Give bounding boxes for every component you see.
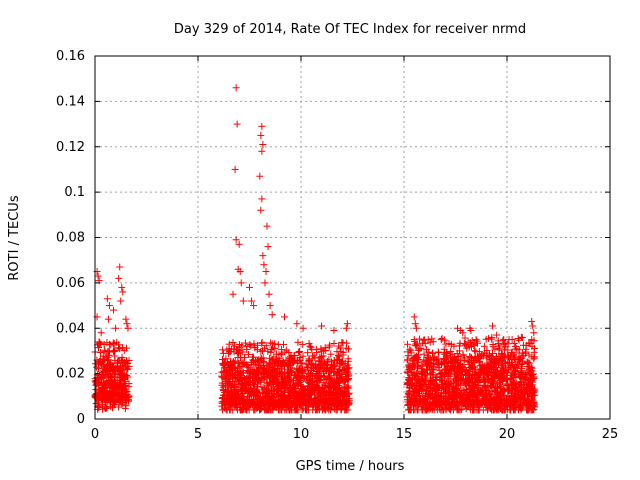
data-point (218, 355, 226, 363)
data-point (106, 378, 114, 386)
y-axis-label: ROTI / TECUs (7, 195, 22, 280)
y-tick-label: 0.04 (56, 321, 85, 336)
y-tick-label: 0.14 (56, 94, 85, 109)
data-point (257, 347, 265, 355)
data-point (110, 339, 118, 347)
y-tick-label: 0.1 (64, 185, 85, 200)
data-point (325, 356, 333, 364)
data-point (116, 376, 124, 384)
data-point (332, 362, 340, 370)
data-point (113, 338, 121, 346)
data-point (92, 400, 100, 408)
data-point (116, 362, 124, 370)
y-tick-label: 0 (77, 412, 85, 427)
data-point (98, 368, 106, 376)
data-point (98, 393, 106, 401)
data-point (98, 385, 106, 393)
data-point (120, 372, 128, 380)
data-point (327, 350, 335, 358)
y-tick-label: 0.12 (56, 140, 85, 155)
data-point (101, 404, 109, 412)
data-point (123, 388, 131, 396)
data-point (95, 365, 103, 373)
data-point (106, 340, 114, 348)
data-point (104, 397, 112, 405)
data-point (110, 401, 118, 409)
data-point (110, 347, 118, 355)
x-tick-label: 15 (396, 427, 413, 442)
data-point (244, 350, 252, 358)
data-point (118, 357, 126, 365)
data-point (97, 359, 105, 367)
data-point (231, 342, 239, 350)
data-point (95, 338, 103, 346)
data-point (121, 374, 129, 382)
data-point (100, 367, 108, 375)
data-point (116, 393, 124, 401)
data-point (116, 369, 124, 377)
data-point (119, 366, 127, 374)
chart-title: Day 329 of 2014, Rate Of TEC Index for r… (174, 22, 526, 37)
data-point (92, 386, 100, 394)
data-point (267, 346, 275, 354)
y-tick-label: 0.06 (56, 276, 85, 291)
data-point (321, 344, 329, 352)
data-point (111, 388, 119, 396)
data-point (116, 345, 124, 353)
data-point (336, 344, 344, 352)
data-point (107, 389, 115, 397)
data-point (264, 347, 272, 355)
data-point (242, 339, 250, 347)
data-point (104, 347, 112, 355)
data-point (222, 355, 230, 363)
x-tick-label: 20 (499, 427, 516, 442)
data-points (91, 84, 539, 414)
data-point (122, 402, 130, 410)
x-axis-label: GPS time / hours (296, 459, 405, 474)
data-point (309, 352, 317, 360)
data-point (267, 339, 275, 347)
data-point (122, 386, 130, 394)
data-point (121, 405, 129, 413)
data-point (123, 397, 131, 405)
data-point (117, 382, 125, 390)
y-tick-label: 0.16 (56, 49, 85, 64)
x-tick-label: 10 (293, 427, 310, 442)
data-point (119, 390, 127, 398)
x-tick-label: 0 (91, 427, 99, 442)
data-point (335, 342, 343, 350)
data-point (111, 380, 119, 388)
data-point (111, 346, 119, 354)
x-tick-label: 25 (602, 427, 619, 442)
data-point (105, 356, 113, 364)
data-point (99, 381, 107, 389)
data-point (100, 355, 108, 363)
data-point (115, 403, 123, 411)
y-tick-label: 0.02 (56, 367, 85, 382)
data-point (101, 346, 109, 354)
data-point (123, 366, 131, 374)
data-point (122, 344, 130, 352)
data-point (109, 366, 117, 374)
data-point (125, 356, 133, 364)
data-point (124, 359, 132, 367)
grid-lines (95, 56, 610, 419)
data-point (334, 352, 342, 360)
data-point (95, 344, 103, 352)
data-point (106, 384, 114, 392)
data-point (108, 377, 116, 385)
data-point (98, 400, 106, 408)
data-point (100, 388, 108, 396)
x-tick-label: 5 (194, 427, 202, 442)
y-tick-label: 0.08 (56, 231, 85, 246)
